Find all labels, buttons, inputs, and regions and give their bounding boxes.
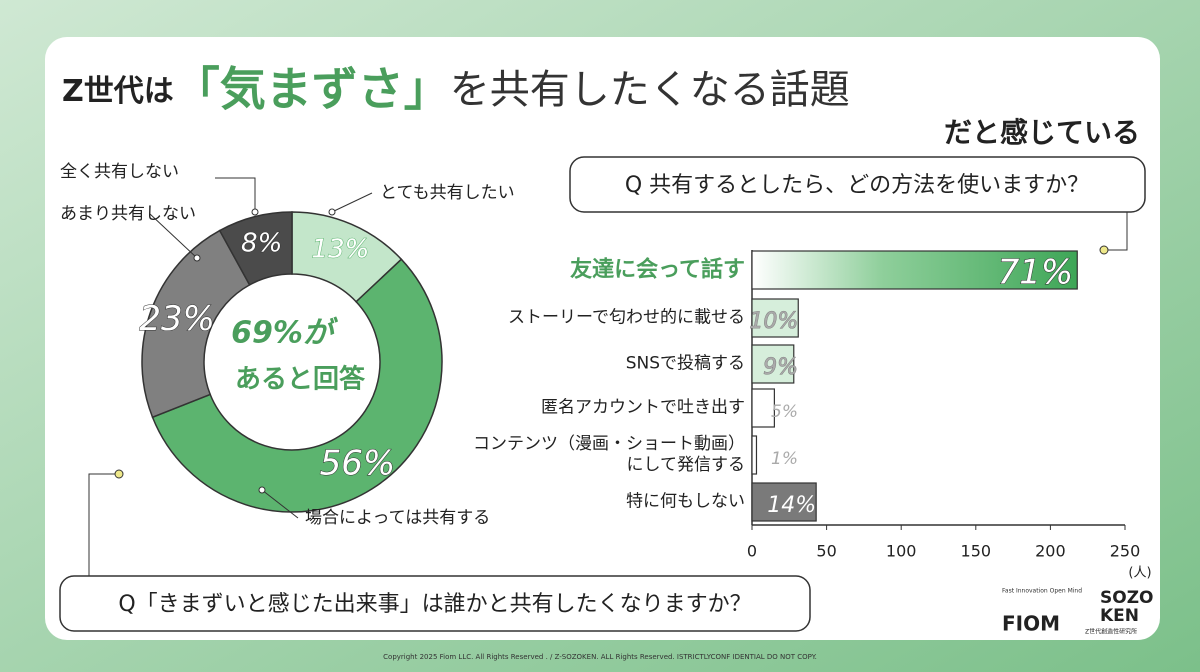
category-label: 場合によっては共有する (305, 508, 490, 528)
category-label: あまり共有しない (60, 204, 196, 224)
leader-dot (328, 208, 336, 216)
bar (751, 298, 799, 338)
leader-line (215, 177, 256, 212)
value-label: 5% (771, 402, 798, 422)
footer: Copyright 2025 Fiom LLC. All Rights Rese… (383, 653, 817, 661)
value-label: 1% (771, 449, 798, 469)
leader-line (331, 192, 373, 213)
logo-tagline: Fast Innovation Open Mind (1002, 588, 1082, 595)
bar (751, 482, 817, 522)
category-label: 匿名アカウントで吐き出す (541, 397, 745, 418)
value-label: 14% (767, 493, 816, 518)
question: Q 共有するとしたら、どの方法を使いますか？ (625, 173, 1089, 198)
value-label: 9% (763, 355, 798, 380)
logo: FIOM (1002, 612, 1060, 636)
x-tick-label: 250 (1110, 542, 1141, 561)
title-part: 「気まずさ」 (174, 62, 450, 116)
question: Q「きまずいと感じた出来事」は誰かと共有したくなりますか？ (118, 592, 751, 617)
value-label: 23% (139, 299, 215, 339)
category-label: コンテンツ（漫画・ショート動画） にして発信する (473, 434, 745, 475)
pie-slice (141, 229, 251, 419)
category-label: 友達に会って話す (570, 257, 745, 283)
bar (751, 344, 795, 384)
leader-dot (193, 254, 201, 262)
x-tick-label: 200 (1035, 542, 1066, 561)
x-tick-label: 150 (961, 542, 992, 561)
value-label: 71% (998, 253, 1074, 293)
value-label: 10% (749, 309, 798, 334)
leader-line (261, 489, 299, 519)
center-label: 69%が (231, 316, 339, 351)
leader-line (149, 213, 198, 259)
leader-dot (251, 208, 259, 216)
connector-dot (1099, 245, 1109, 255)
bar (751, 388, 775, 428)
category-label: SNSで投稿する (625, 353, 745, 374)
leader-dot (258, 486, 266, 494)
category-label: 全く共有しない (60, 162, 179, 182)
pie-slice (151, 258, 443, 513)
logo: KEN (1100, 606, 1139, 626)
bar (751, 435, 758, 475)
center-label: あると回答 (235, 364, 366, 395)
x-axis-label: (人) (1128, 566, 1151, 581)
category-label: とても共有したい (380, 183, 515, 203)
pie-slice (218, 211, 293, 286)
title: Z世代は「気まずさ」を共有したくなる話題 (62, 62, 850, 116)
logo-sub: Z世代創造性研究所 (1085, 628, 1137, 636)
bar (751, 250, 1078, 290)
title-part: を共有したくなる話題 (450, 67, 850, 113)
question-box (569, 156, 1146, 213)
logo: SOZO (1100, 588, 1153, 608)
connector-dot (114, 469, 124, 479)
value-label: 8% (241, 228, 282, 258)
connector (88, 473, 115, 576)
x-tick-label: 0 (747, 542, 757, 561)
value-label: 56% (320, 444, 396, 484)
subtitle: だと感じている (944, 116, 1140, 149)
category-label: ストーリーで匂わせ的に載せる (508, 307, 745, 328)
x-tick-label: 50 (816, 542, 836, 561)
value-label: 13% (312, 235, 370, 265)
x-tick-label: 100 (886, 542, 917, 561)
title-part: Z世代は (62, 74, 174, 109)
connector (1108, 212, 1128, 251)
category-label: 特に何もしない (626, 491, 745, 512)
question-box (59, 575, 811, 632)
